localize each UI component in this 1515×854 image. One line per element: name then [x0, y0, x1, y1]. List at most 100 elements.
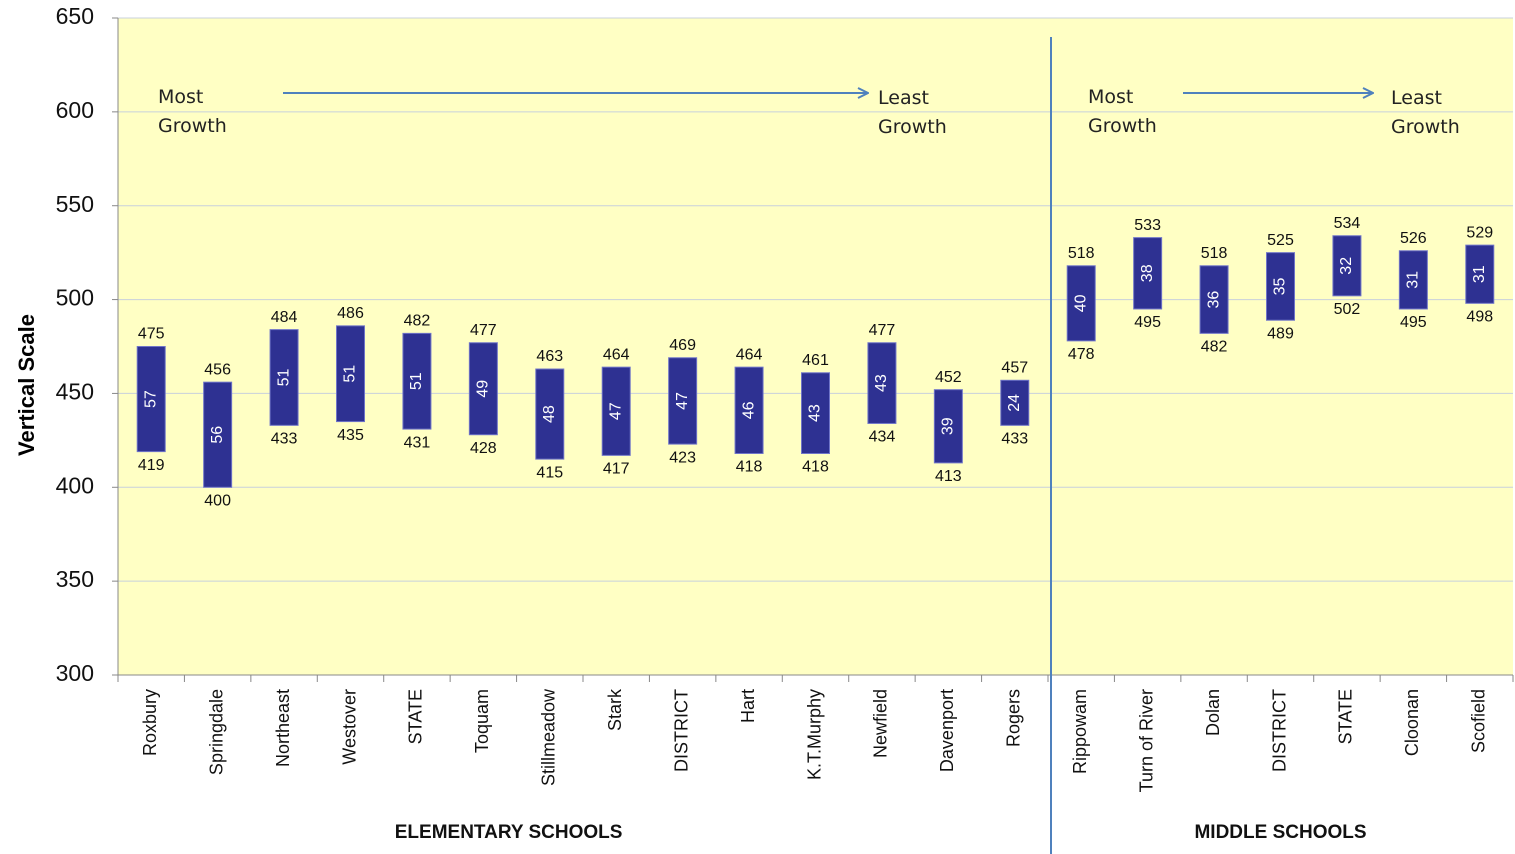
growth-label: 31 — [1405, 271, 1422, 289]
low-label: 417 — [603, 461, 630, 478]
growth-label: 39 — [940, 417, 957, 435]
x-tick-label: Roxbury — [140, 689, 160, 756]
growth-label: 35 — [1272, 277, 1289, 295]
growth-label: 57 — [142, 390, 159, 408]
x-tick-label: Davenport — [937, 689, 957, 772]
growth-label: 49 — [475, 380, 492, 398]
bar — [1066, 265, 1096, 342]
y-tick-label: 300 — [56, 660, 94, 686]
bar — [867, 342, 897, 424]
high-label: 461 — [802, 352, 829, 369]
y-tick-label: 550 — [56, 191, 94, 217]
x-tick-label: Cloonan — [1402, 689, 1422, 756]
bar — [1266, 252, 1295, 321]
high-label: 452 — [935, 369, 962, 386]
plot-area — [118, 18, 1513, 675]
high-label: 475 — [138, 326, 165, 343]
bar — [269, 329, 299, 426]
growth-label: 51 — [275, 368, 292, 386]
x-tick-label: Turn of River — [1136, 689, 1156, 792]
low-label: 418 — [802, 459, 829, 476]
growth-label: 56 — [209, 426, 226, 444]
x-tick-label: DISTRICT — [1269, 689, 1289, 772]
x-tick-label: Newfield — [871, 689, 891, 758]
annotation: Most Growth — [1088, 86, 1157, 137]
bar — [1332, 235, 1362, 297]
x-tick-label: STATE — [406, 689, 426, 744]
high-label: 529 — [1466, 224, 1493, 241]
growth-label: 40 — [1072, 294, 1089, 312]
high-label: 533 — [1134, 217, 1161, 234]
x-tick-label: Rippowam — [1070, 689, 1090, 774]
bar — [1398, 250, 1428, 310]
x-tick-label: STATE — [1336, 689, 1356, 744]
growth-label: 43 — [807, 404, 824, 422]
high-label: 534 — [1334, 215, 1361, 232]
x-tick-label: Dolan — [1203, 689, 1223, 736]
bar — [1000, 379, 1030, 426]
annotation: Least Growth — [1391, 87, 1460, 138]
low-label: 433 — [1001, 431, 1028, 448]
growth-label: 51 — [342, 365, 359, 383]
y-tick-label: 650 — [56, 3, 94, 29]
bar — [933, 389, 963, 464]
bar — [601, 366, 631, 456]
low-label: 482 — [1201, 339, 1228, 356]
high-label: 477 — [869, 322, 896, 339]
high-label: 518 — [1068, 245, 1095, 262]
x-tick-label: Rogers — [1004, 689, 1024, 747]
x-tick-label: Hart — [738, 689, 758, 723]
x-tick-label: Northeast — [273, 689, 293, 767]
high-label: 456 — [204, 361, 231, 378]
low-label: 413 — [935, 468, 962, 485]
high-label: 464 — [736, 346, 763, 363]
x-tick-label: DISTRICT — [671, 689, 691, 772]
y-tick-label: 400 — [56, 472, 94, 498]
growth-label: 38 — [1139, 264, 1156, 282]
low-label: 431 — [404, 434, 431, 451]
high-label: 477 — [470, 322, 497, 339]
y-tick-label: 450 — [56, 379, 94, 405]
group-label: MIDDLE SCHOOLS — [1194, 822, 1366, 843]
bar — [668, 357, 698, 445]
low-label: 434 — [869, 429, 896, 446]
y-tick-label: 600 — [56, 97, 94, 123]
x-tick-label: Stark — [605, 688, 625, 731]
x-tick-label: Scofield — [1469, 689, 1489, 753]
low-label: 418 — [736, 459, 763, 476]
low-label: 498 — [1466, 309, 1493, 326]
annotation: Least Growth — [878, 87, 947, 138]
low-label: 478 — [1068, 346, 1095, 363]
growth-label: 46 — [740, 401, 757, 419]
growth-label: 48 — [541, 405, 558, 423]
bar — [468, 342, 498, 436]
low-label: 415 — [536, 464, 563, 481]
bar — [136, 346, 166, 453]
high-label: 469 — [669, 337, 696, 354]
growth-label: 51 — [408, 372, 425, 390]
y-axis-title: Vertical Scale — [14, 314, 39, 456]
annotation: Most Growth — [158, 86, 227, 137]
bar — [336, 325, 365, 423]
high-label: 486 — [337, 305, 364, 322]
y-tick-label: 500 — [56, 285, 94, 311]
growth-label: 47 — [607, 402, 624, 420]
bar — [203, 381, 233, 488]
high-label: 525 — [1267, 232, 1294, 249]
low-label: 433 — [271, 431, 298, 448]
growth-label: 31 — [1471, 265, 1488, 283]
x-tick-label: K.T.Murphy — [804, 689, 824, 780]
low-label: 495 — [1400, 314, 1427, 331]
growth-label: 43 — [873, 374, 890, 392]
high-label: 457 — [1001, 360, 1028, 377]
x-tick-label: Westover — [339, 689, 359, 765]
bar — [535, 368, 565, 460]
high-label: 526 — [1400, 230, 1427, 247]
high-label: 464 — [603, 346, 630, 363]
bar — [402, 332, 432, 430]
high-label: 484 — [271, 309, 298, 326]
high-label: 463 — [536, 348, 563, 365]
bar — [734, 366, 764, 454]
